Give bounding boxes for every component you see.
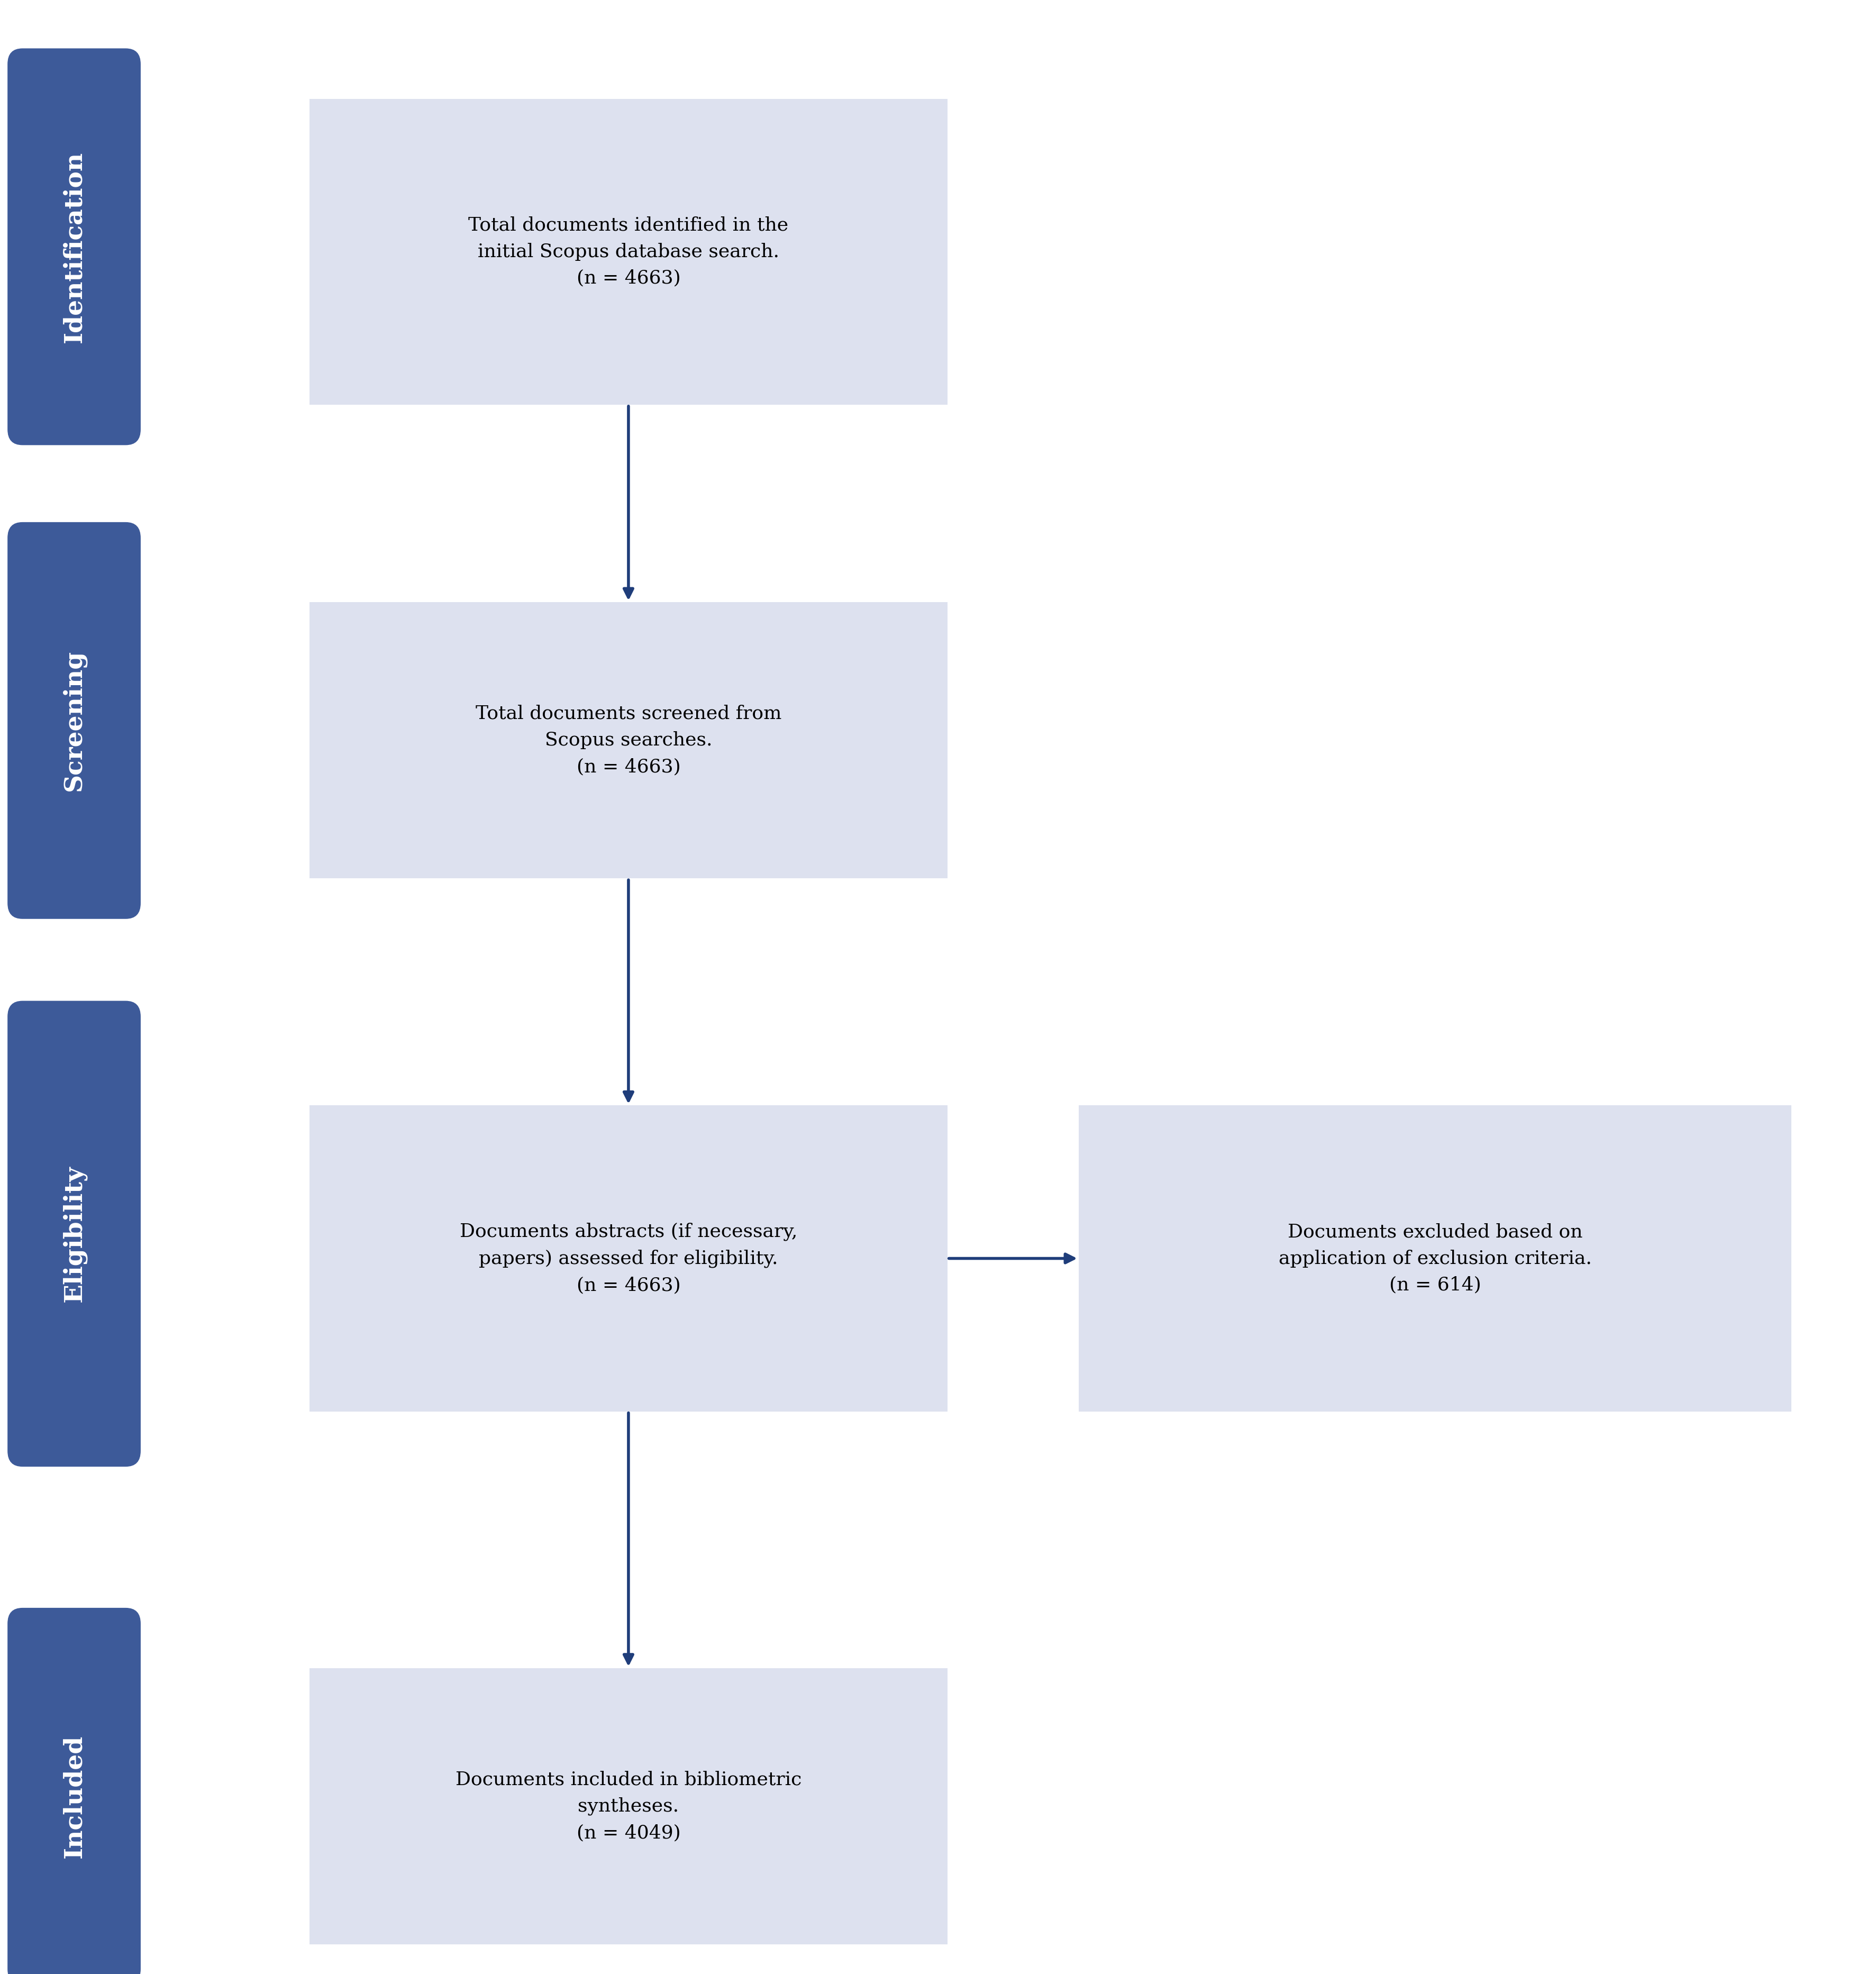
FancyBboxPatch shape <box>310 602 947 878</box>
FancyBboxPatch shape <box>8 1607 141 1974</box>
FancyBboxPatch shape <box>8 47 141 446</box>
Text: Documents excluded based on
application of exclusion criteria.
(n = 614): Documents excluded based on application … <box>1279 1222 1591 1295</box>
Text: Identification: Identification <box>62 150 86 343</box>
FancyBboxPatch shape <box>8 1001 141 1467</box>
FancyBboxPatch shape <box>310 1105 947 1411</box>
FancyBboxPatch shape <box>1079 1105 1792 1411</box>
FancyBboxPatch shape <box>8 521 141 920</box>
FancyBboxPatch shape <box>310 1668 947 1944</box>
Text: Included: Included <box>62 1735 86 1858</box>
Text: Total documents identified in the
initial Scopus database search.
(n = 4663): Total documents identified in the initia… <box>469 215 788 288</box>
Text: Total documents screened from
Scopus searches.
(n = 4663): Total documents screened from Scopus sea… <box>475 705 782 776</box>
Text: Eligibility: Eligibility <box>62 1165 86 1303</box>
FancyBboxPatch shape <box>310 99 947 405</box>
Text: Documents abstracts (if necessary,
papers) assessed for eligibility.
(n = 4663): Documents abstracts (if necessary, paper… <box>460 1222 797 1295</box>
Text: Screening: Screening <box>62 649 86 792</box>
Text: Documents included in bibliometric
syntheses.
(n = 4049): Documents included in bibliometric synth… <box>456 1771 801 1842</box>
